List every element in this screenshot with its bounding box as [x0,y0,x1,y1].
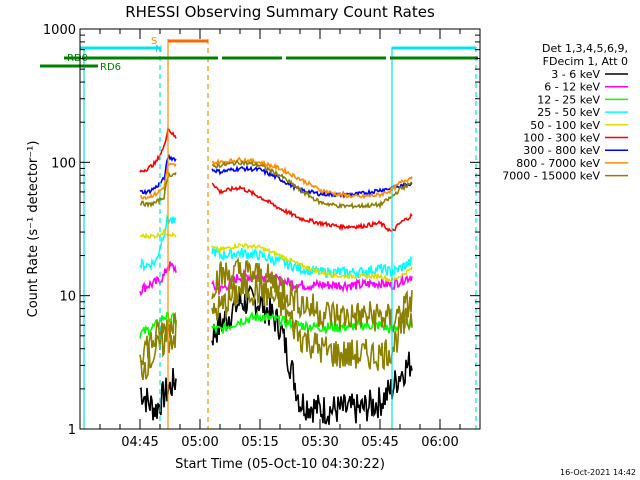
legend-entry-label: 800 - 7000 keV [516,157,600,170]
legend-entry-label: 7000 - 15000 keV [502,170,600,183]
legend-entry-label: 100 - 300 keV [523,132,600,145]
saa-label: S [151,36,157,47]
legend-entry-label: 12 - 25 keV [537,93,600,106]
x-axis: 04:45 05:00 05:15 05:30 05:45 06:00 [99,29,461,450]
x-tick-label: 05:30 [301,435,338,450]
chart-title: RHESSI Observing Summary Count Rates [125,3,435,21]
rd6-label: RD6 [100,62,121,73]
series-line-3 [139,214,413,280]
legend-entry-label: 6 - 12 keV [544,81,600,94]
legend-header-line-2: FDecim 1, Att 0 [543,55,628,68]
series-line-4 [139,227,413,283]
x-tick-label: 05:15 [241,435,278,450]
series-line-6 [139,153,413,199]
rd0-label: RD0 [67,53,88,64]
legend-entry-label: 300 - 800 keV [523,144,600,157]
y-tick-label: 10 [59,290,76,305]
night-label: N [155,44,162,55]
y-tick-label: 1 [68,423,76,438]
series-line-5 [139,127,413,233]
x-tick-label: 04:45 [121,435,158,450]
y-axis: 1 10 100 1000 [43,23,480,438]
series-line-7 [139,156,413,201]
x-tick-label: 05:00 [181,435,218,450]
timestamp: 16-Oct-2021 14:42 [560,468,636,477]
legend-header-line-1: Det 1,3,4,5,6,9, [542,42,628,55]
series-line-9 [139,274,413,381]
y-tick-label: 1000 [43,23,76,38]
x-tick-label: 05:45 [361,435,398,450]
y-tick-label: 100 [51,156,76,171]
plot-area: RD0 RD6 SN [40,36,478,429]
x-axis-label: Start Time (05-Oct-10 04:30:22) [175,457,385,472]
series-line-10 [139,256,413,366]
y-axis-label: Count Rate (s⁻¹ detector⁻¹) [26,141,41,318]
series-line-8 [139,159,413,210]
x-tick-label: 06:00 [421,435,458,450]
legend: Det 1,3,4,5,6,9, FDecim 1, Att 0 3 - 6 k… [502,42,628,183]
plot-frame [79,28,481,430]
legend-entry-label: 3 - 6 keV [551,68,600,81]
legend-entry-label: 50 - 100 keV [530,119,600,132]
legend-entry-label: 25 - 50 keV [537,106,600,119]
